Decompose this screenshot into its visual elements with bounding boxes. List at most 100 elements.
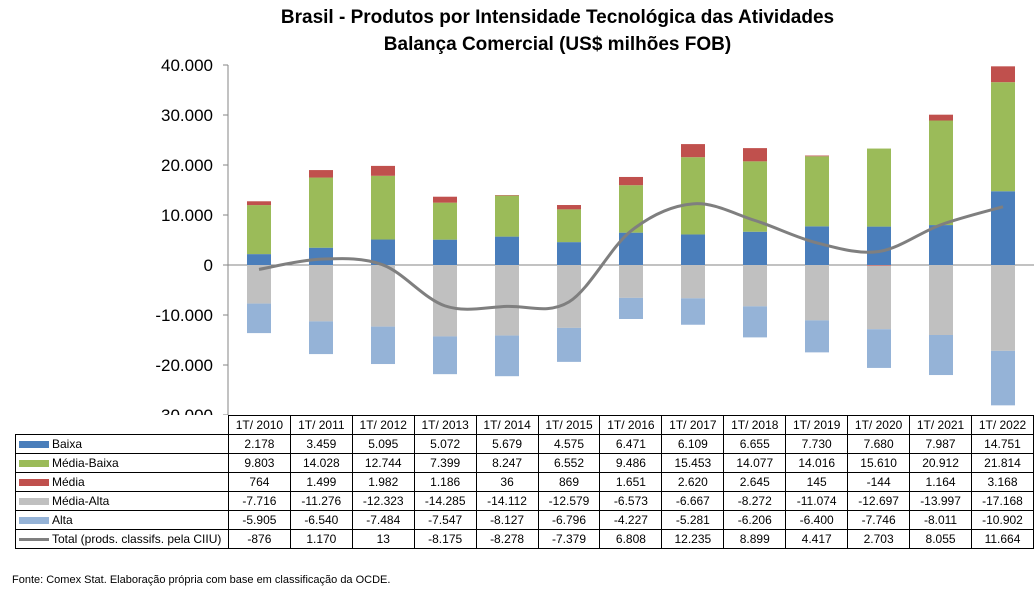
data-value-cell: 3.168 <box>971 472 1034 492</box>
data-value-cell: -14.112 <box>475 491 539 511</box>
data-value-cell: -13.997 <box>909 491 972 511</box>
data-value-cell: -12.323 <box>351 491 415 511</box>
bar-media <box>309 170 333 178</box>
legend-label: Baixa <box>52 437 83 451</box>
bar-alta <box>991 350 1015 406</box>
table-row: Média-Baixa 9.803 14.028 12.744 7.399 8.247 6.… <box>15 453 1034 473</box>
data-value-cell: 2.620 <box>661 472 725 492</box>
bar-baixa <box>495 236 519 265</box>
legend-swatch <box>19 517 49 525</box>
data-value-cell: 12.235 <box>661 529 725 549</box>
data-value-cell: -7.746 <box>847 510 911 530</box>
bar-alta <box>433 336 457 375</box>
chart-title: Brasil - Produtos por Intensidade Tecnol… <box>280 7 835 28</box>
data-value-cell: 4.417 <box>785 529 849 549</box>
data-value-cell: 6.109 <box>661 434 725 454</box>
table-header-row: 1T/ 2010 1T/ 2011 1T/ 2012 1T/ 2013 1T/ 2014… <box>15 415 1034 435</box>
category-label: 1T/ 2022 <box>971 415 1034 435</box>
bar-alta <box>929 334 953 376</box>
legend-swatch <box>19 498 49 506</box>
data-value-cell: -8.127 <box>475 510 539 530</box>
data-value-cell: 15.453 <box>661 453 725 473</box>
legend-swatch <box>19 538 49 542</box>
data-value-cell: 7.730 <box>785 434 849 454</box>
bar-alta <box>743 306 767 338</box>
data-value-cell: 8.055 <box>909 529 972 549</box>
bar-media-baixa <box>805 156 829 227</box>
table-row: Média-Alta -7.716 -11.276 -12.323 -14.285 -14… <box>15 491 1034 511</box>
data-value-cell: 869 <box>537 472 601 492</box>
bar-alta <box>681 298 705 325</box>
y-tick-label: -20.000 <box>155 356 213 375</box>
data-value-cell: -7.716 <box>227 491 291 511</box>
data-value-cell: -6.206 <box>723 510 787 530</box>
data-value-cell: 7.399 <box>413 453 477 473</box>
data-value-cell: 5.072 <box>413 434 477 454</box>
bar-alta <box>247 303 271 334</box>
category-label: 1T/ 2016 <box>599 415 663 435</box>
chart-subtitle: Balança Comercial (US$ milhões FOB) <box>383 34 732 55</box>
category-label: 1T/ 2021 <box>909 415 972 435</box>
data-value-cell: -10.902 <box>971 510 1034 530</box>
data-value-cell: -6.796 <box>537 510 601 530</box>
bar-media-baixa <box>557 209 581 243</box>
data-value-cell: 20.912 <box>909 453 972 473</box>
bar-media-alta <box>805 265 829 321</box>
table-corner <box>15 415 229 435</box>
legend-entry: Alta <box>15 510 229 530</box>
data-value-cell: -11.276 <box>289 491 353 511</box>
y-axis: -30.000 -20.000 -10.000 0 10.000 20.000 30.000… <box>155 56 1034 415</box>
legend-label: Total (prods. classifs. pela CIIU) <box>52 532 222 546</box>
data-value-cell: 9.803 <box>227 453 291 473</box>
y-tick-label: 20.000 <box>161 156 213 175</box>
data-value-cell: -6.667 <box>661 491 725 511</box>
bar-media-alta <box>929 265 953 335</box>
legend-entry: Baixa <box>15 434 229 454</box>
bar-alta <box>371 326 395 365</box>
data-value-cell: 1.186 <box>413 472 477 492</box>
data-value-cell: 6.655 <box>723 434 787 454</box>
data-value-cell: 6.471 <box>599 434 663 454</box>
data-value-cell: 1.499 <box>289 472 353 492</box>
data-value-cell: 13 <box>351 529 415 549</box>
bar-media-baixa <box>991 82 1015 192</box>
bar-baixa <box>743 231 767 265</box>
data-value-cell: 14.016 <box>785 453 849 473</box>
bar-media <box>681 144 705 158</box>
bar-media <box>991 66 1015 83</box>
data-value-cell: -876 <box>227 529 291 549</box>
bar-media-baixa <box>495 195 519 237</box>
bar-media <box>619 176 643 186</box>
legend-label: Alta <box>52 513 73 527</box>
data-value-cell: 2.645 <box>723 472 787 492</box>
bar-media-baixa <box>309 177 333 248</box>
bar-media-alta <box>867 265 891 330</box>
y-tick-label: 40.000 <box>161 56 213 75</box>
table-row: Baixa 2.178 3.459 5.095 5.072 5.679 4.575 6.471… <box>15 434 1034 454</box>
legend-label: Média-Baixa <box>52 456 119 470</box>
bar-media-baixa <box>681 157 705 235</box>
data-value-cell: -6.400 <box>785 510 849 530</box>
y-tick-label: -30.000 <box>155 406 213 415</box>
bar-media-alta <box>247 265 271 304</box>
data-value-cell: 14.751 <box>971 434 1034 454</box>
data-value-cell: -7.547 <box>413 510 477 530</box>
category-label: 1T/ 2011 <box>289 415 353 435</box>
bar-media-alta <box>619 265 643 298</box>
data-value-cell: 6.808 <box>599 529 663 549</box>
chart-plot: -30.000 -20.000 -10.000 0 10.000 20.000 30.000… <box>155 56 1034 415</box>
table-row: Total (prods. classifs. pela CIIU) -876 1.… <box>15 529 1034 549</box>
category-label: 1T/ 2013 <box>413 415 477 435</box>
bar-media-alta <box>681 265 705 299</box>
data-value-cell: 14.077 <box>723 453 787 473</box>
total-series-line <box>258 202 1004 311</box>
bar-media-alta <box>371 265 395 327</box>
data-value-cell: 21.814 <box>971 453 1034 473</box>
chart-title-block: Brasil - Produtos por Intensidade Tecnol… <box>0 4 1034 58</box>
bar-media-baixa <box>929 120 953 226</box>
legend-label: Média-Alta <box>52 494 110 508</box>
bar-alta <box>805 320 829 353</box>
data-value-cell: 5.679 <box>475 434 539 454</box>
bar-media <box>867 265 891 266</box>
bar-media-baixa <box>433 202 457 240</box>
